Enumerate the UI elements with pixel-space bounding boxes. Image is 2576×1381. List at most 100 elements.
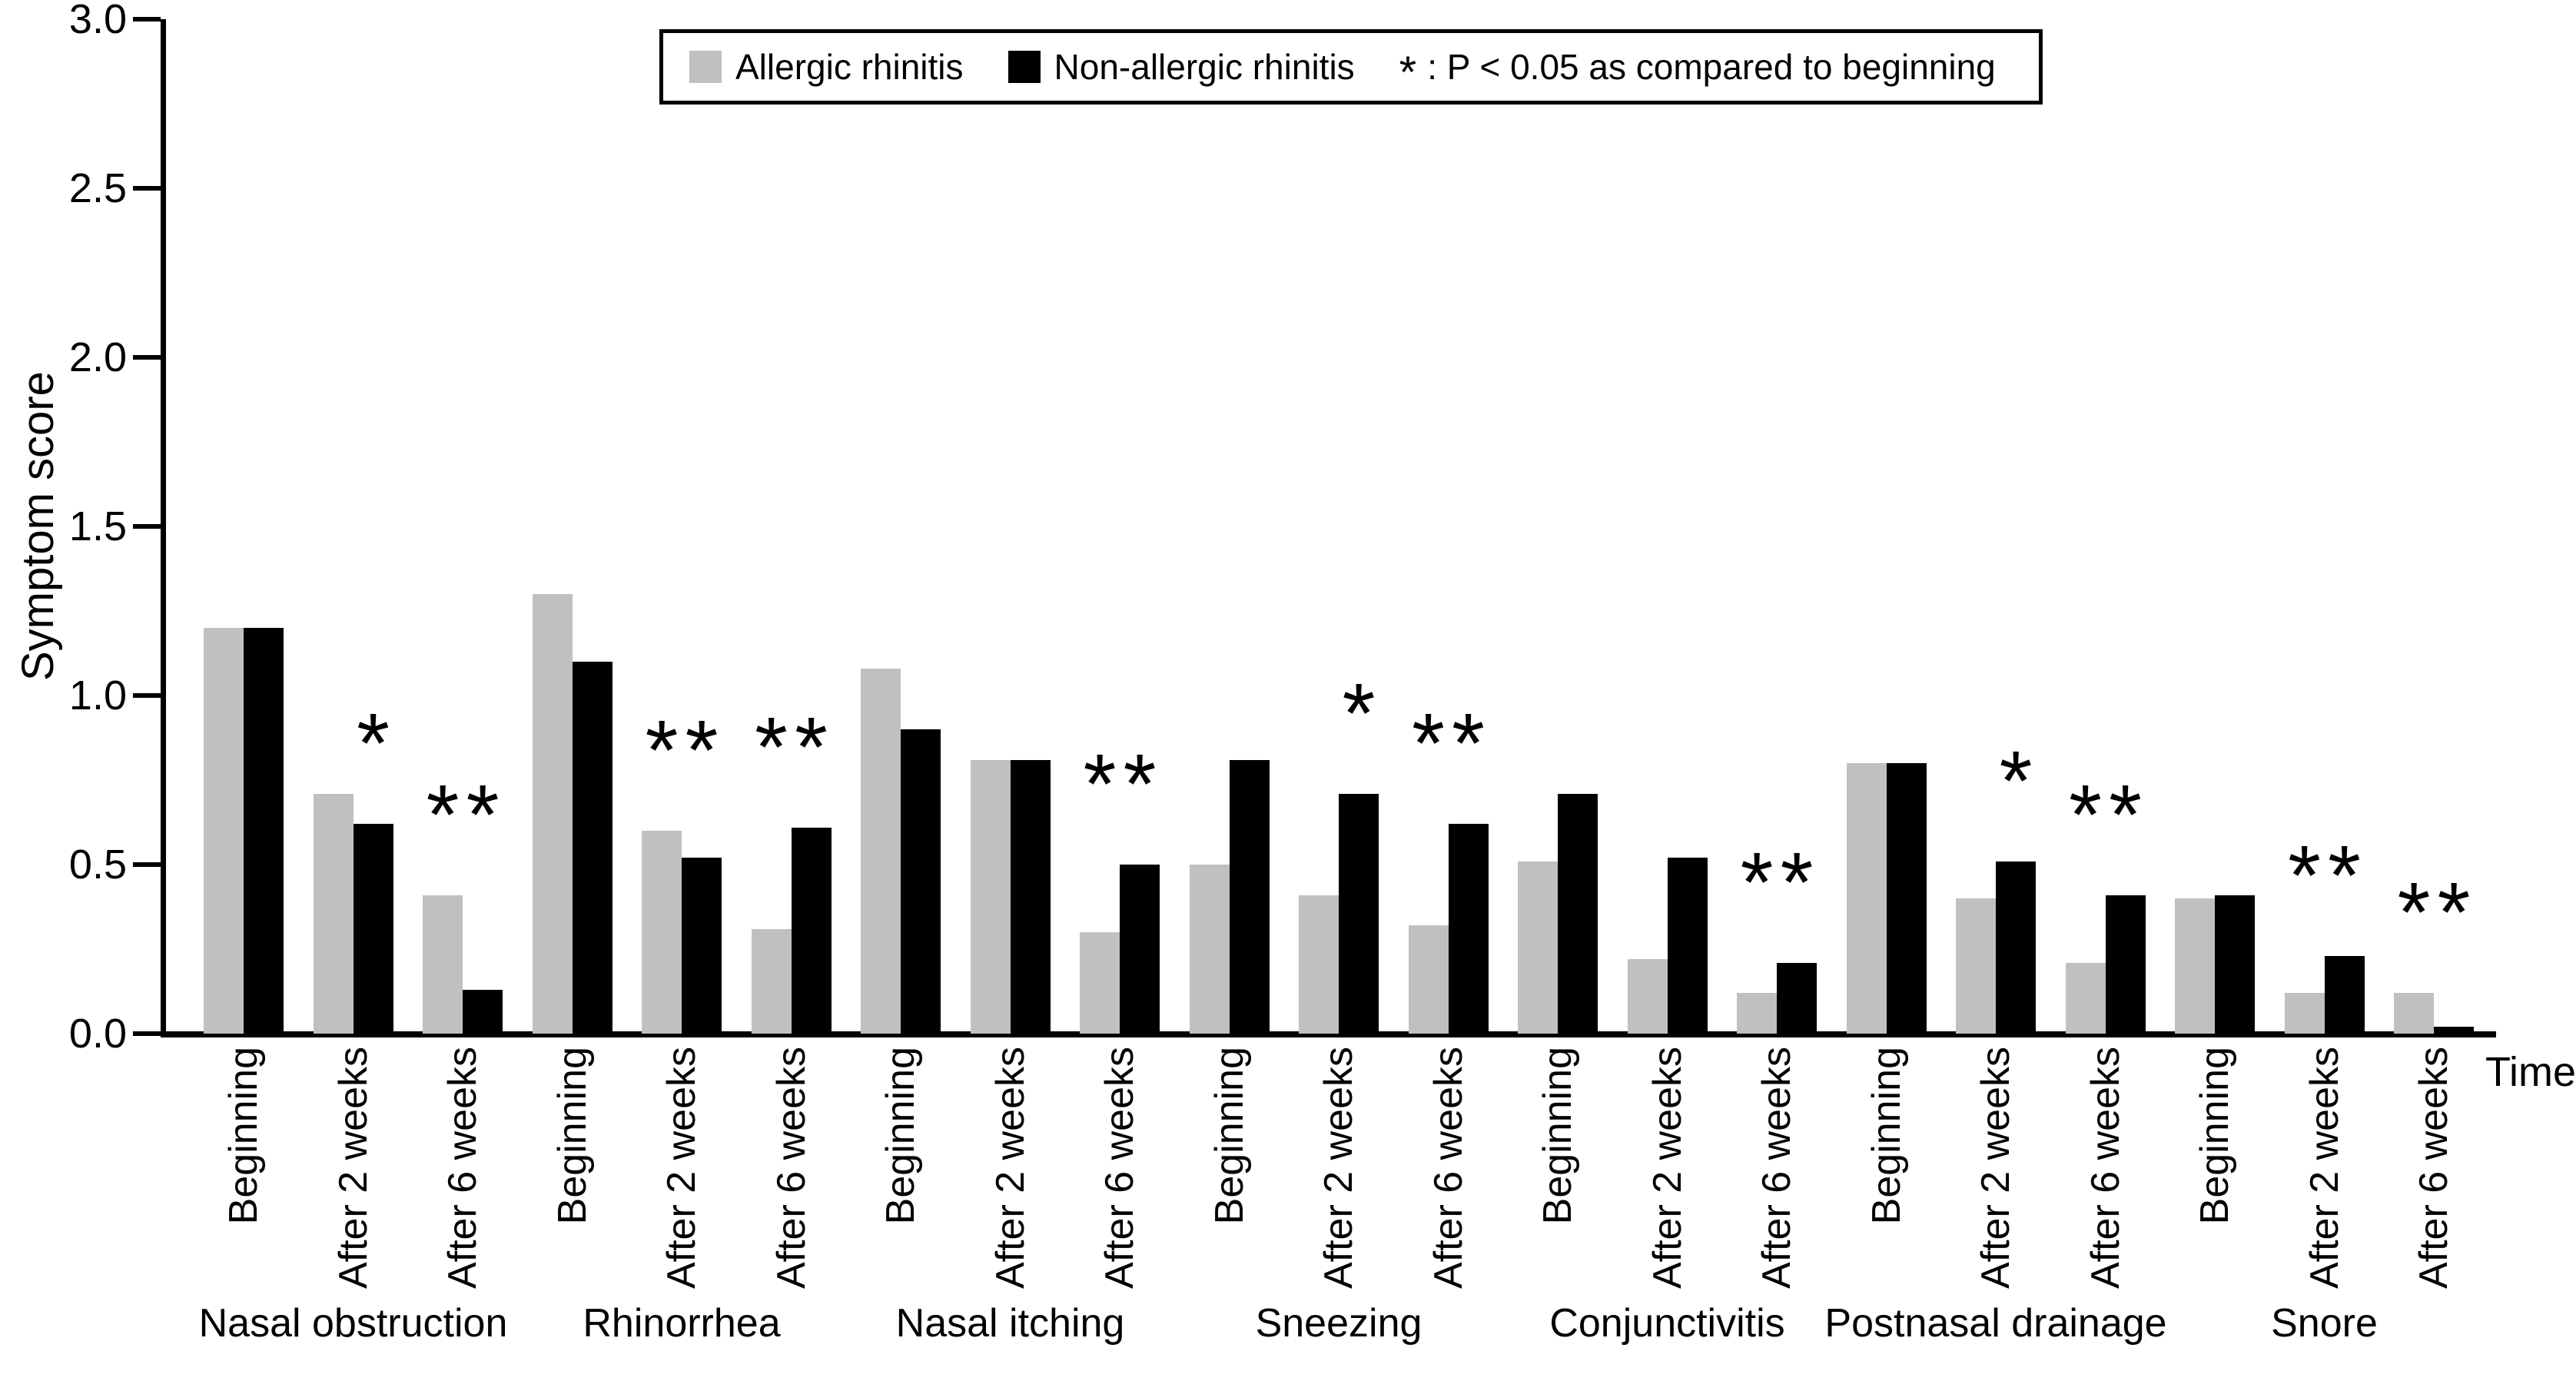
y-tick [133, 693, 161, 698]
x-tick-label: After 6 weeks [1754, 1047, 1799, 1290]
x-tick-label: Beginning [221, 1047, 266, 1225]
legend-label-allergic: Allergic rhinitis [735, 47, 964, 87]
bar-non-allergic [682, 858, 722, 1034]
bar-allergic [532, 594, 573, 1034]
y-tick [133, 524, 161, 529]
x-tick-label: Beginning [549, 1047, 595, 1225]
y-tick-label: 0.0 [68, 1011, 127, 1057]
y-tick [133, 862, 161, 867]
x-tick-label: After 6 weeks [1097, 1047, 1142, 1290]
bar-allergic [1408, 925, 1449, 1034]
significance-asterisk: * [755, 699, 788, 795]
legend-significance-note: * : P < 0.05 as compared to beginning [1399, 47, 1996, 98]
symptom-group-label: Conjunctivitis [1549, 1301, 1785, 1346]
bar-allergic [2065, 962, 2106, 1034]
bar-non-allergic [1886, 763, 1927, 1034]
significance-asterisk: * [1999, 733, 2033, 828]
y-tick [133, 1031, 161, 1036]
x-tick-label: After 2 weeks [2302, 1047, 2347, 1290]
significance-asterisk: * [645, 703, 679, 798]
significance-asterisk: * [1123, 737, 1157, 832]
bar-allergic [1956, 898, 1996, 1034]
symptom-group-label: Postnasal drainage [1824, 1301, 2167, 1346]
bar-allergic [1080, 932, 1120, 1034]
bar-allergic [313, 793, 354, 1034]
x-tick-label: After 6 weeks [440, 1047, 485, 1290]
significance-asterisk: * [2437, 865, 2471, 961]
y-axis-line [161, 19, 166, 1037]
x-tick-label: After 2 weeks [1316, 1047, 1361, 1290]
y-tick-label: 0.5 [68, 842, 127, 888]
y-tick [133, 17, 161, 22]
bar-allergic [1627, 959, 1668, 1034]
bar-non-allergic [1996, 861, 2036, 1034]
bar-non-allergic [2434, 1027, 2474, 1034]
allergic-swatch-icon [689, 51, 722, 83]
significance-asterisk: * [1452, 696, 1485, 792]
significance-asterisk: * [466, 767, 500, 862]
bar-allergic [861, 668, 901, 1034]
significance-asterisk: * [1780, 835, 1814, 930]
legend: Allergic rhinitis Non-allergic rhinitis … [659, 29, 2043, 105]
y-tick-label: 1.0 [68, 672, 127, 719]
bar-allergic [1846, 763, 1887, 1034]
bar-allergic [423, 895, 463, 1034]
bar-allergic [1737, 993, 1777, 1034]
legend-item-non-allergic: Non-allergic rhinitis [1007, 46, 1355, 88]
significance-asterisk: * [1342, 666, 1376, 761]
bar-non-allergic [1229, 759, 1270, 1034]
y-tick-label: 2.5 [68, 165, 127, 211]
bar-allergic [1189, 865, 1230, 1034]
bar-allergic [2394, 993, 2434, 1034]
x-tick-label: After 6 weeks [768, 1047, 814, 1290]
symptom-group-label: Nasal obstruction [198, 1301, 508, 1346]
bar-non-allergic [572, 662, 612, 1034]
significance-asterisk: * [2328, 828, 2361, 923]
significance-asterisk: * [2109, 767, 2142, 862]
y-tick-label: 1.5 [68, 503, 127, 549]
significance-asterisk: * [1740, 835, 1774, 930]
x-tick-label: After 2 weeks [1645, 1047, 1690, 1290]
y-tick [133, 186, 161, 191]
significance-asterisk: * [1083, 737, 1117, 832]
bar-non-allergic [2215, 895, 2255, 1034]
bar-non-allergic [1448, 824, 1489, 1034]
significance-asterisk: * [1412, 696, 1445, 792]
x-tick-label: After 6 weeks [2412, 1047, 2456, 1290]
bar-allergic [970, 759, 1011, 1034]
bar-allergic [204, 628, 244, 1034]
significance-asterisk: * [2069, 767, 2102, 862]
non-allergic-swatch-icon [1007, 51, 1041, 83]
significance-asterisk: * [426, 767, 460, 862]
bar-non-allergic [1339, 793, 1379, 1034]
x-tick-label: After 6 weeks [2083, 1047, 2128, 1290]
bar-non-allergic [1120, 865, 1160, 1034]
bar-non-allergic [244, 628, 284, 1034]
x-tick-label: Beginning [1207, 1047, 1252, 1225]
significance-asterisk: * [357, 696, 390, 792]
x-axis-line [161, 1031, 2496, 1037]
x-tick-label: After 2 weeks [988, 1047, 1033, 1290]
bar-non-allergic [1667, 858, 1708, 1034]
significance-asterisk: * [2397, 865, 2431, 961]
significance-asterisk: * [2288, 828, 2321, 923]
bar-non-allergic [353, 824, 393, 1034]
bar-allergic [642, 831, 682, 1034]
symptom-group-label: Sneezing [1255, 1301, 1422, 1346]
legend-item-allergic: Allergic rhinitis [689, 46, 964, 88]
y-tick-label: 3.0 [68, 0, 127, 42]
bar-allergic [1299, 895, 1339, 1034]
x-tick-label: Beginning [878, 1047, 923, 1225]
symptom-group-label: Nasal itching [895, 1301, 1125, 1346]
bar-non-allergic [1558, 793, 1598, 1034]
significance-asterisk: * [685, 703, 719, 798]
x-axis-title: Time [2485, 1049, 2576, 1095]
significance-asterisk: * [795, 699, 828, 795]
bar-allergic [2175, 898, 2215, 1034]
bar-non-allergic [1777, 962, 1817, 1034]
symptom-group-label: Rhinorrhea [583, 1301, 781, 1346]
y-tick-label: 2.0 [68, 334, 127, 380]
x-tick-label: After 6 weeks [1426, 1047, 1471, 1290]
x-tick-label: Beginning [1864, 1047, 1909, 1225]
